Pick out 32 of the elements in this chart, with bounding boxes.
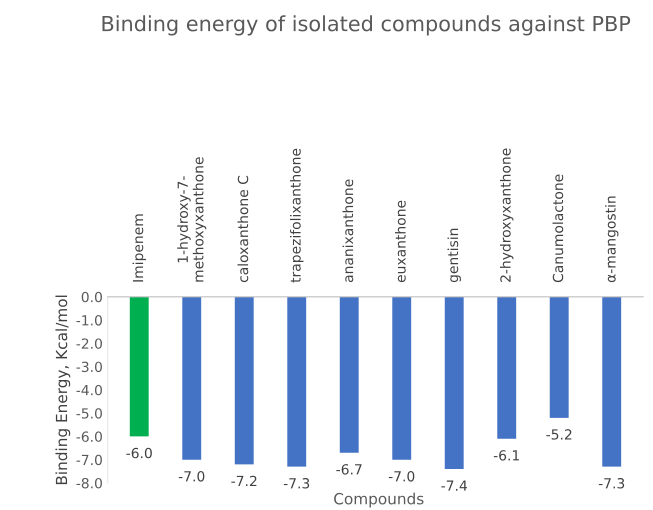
- y-tick-label: -4.0: [76, 384, 102, 396]
- data-label: -5.2: [546, 429, 572, 440]
- y-tick-label: -3.0: [76, 362, 102, 372]
- y-axis-title: Binding Energy, Kcal/mol: [55, 296, 70, 484]
- x-tick-label: 2-hydroxyxanthone: [500, 148, 514, 282]
- x-tick-label: euxanthone: [395, 200, 406, 282]
- y-tick-label: -2.0: [76, 338, 102, 349]
- y-tick-label: -6.0: [76, 431, 102, 442]
- y-tick-label: -8.0: [76, 478, 102, 488]
- data-label: -6.1: [494, 450, 519, 461]
- data-label: -7.3: [284, 478, 310, 489]
- data-label: -7.0: [178, 471, 204, 482]
- data-label: -7.3: [598, 478, 624, 489]
- data-label: -7.2: [231, 476, 256, 486]
- x-tick-label: caloxanthone C: [238, 176, 248, 282]
- chart-title: Binding energy of isolated compounds against PBP: [102, 15, 630, 36]
- data-label: -7.4: [441, 480, 467, 491]
- y-tick-label: -5.0: [76, 408, 102, 419]
- x-tick-label: Imipenem: [132, 214, 146, 282]
- x-tick-label: Canumolactone: [552, 174, 564, 282]
- data-label: -6.7: [336, 464, 362, 475]
- x-axis-title: Compounds: [334, 492, 424, 508]
- x-tick-label: ananixanthone: [342, 180, 354, 282]
- y-tick-label: -1.0: [76, 315, 102, 326]
- x-tick-label: α-mangostin: [604, 196, 618, 282]
- y-tick-label: -7.0: [76, 454, 102, 466]
- data-label: -7.0: [388, 471, 414, 482]
- x-tick-label: gentisin: [448, 228, 461, 282]
- x-tick-label: 1-hydroxy-7- methoxyxanthone: [177, 157, 206, 282]
- y-tick-label: 0.0: [82, 292, 102, 302]
- data-label: -6.0: [126, 448, 152, 458]
- x-tick-label: trapezifolixanthone: [290, 148, 304, 283]
